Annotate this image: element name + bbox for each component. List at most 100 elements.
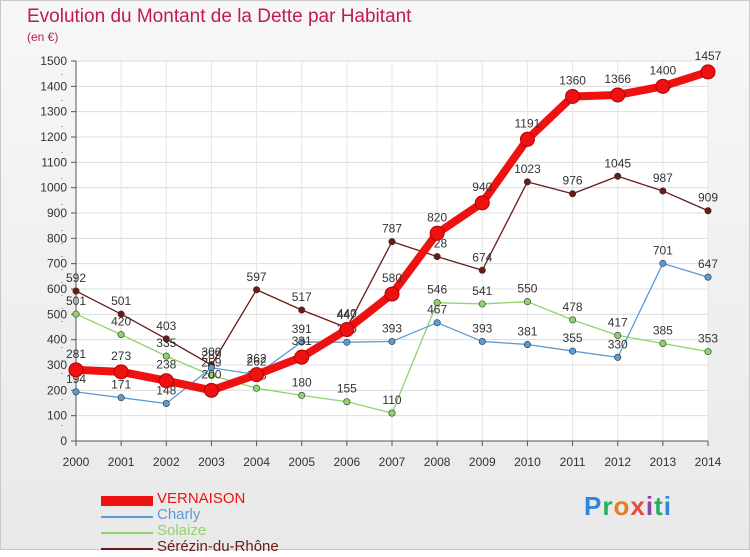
brand-letter: r (602, 491, 614, 521)
data-point (339, 322, 355, 338)
data-point (429, 225, 445, 241)
y-tick-label: 800 (47, 231, 67, 245)
data-label: 417 (608, 315, 628, 329)
data-label: 331 (292, 334, 312, 348)
legend-label: Sérézin-du-Rhône (157, 538, 279, 555)
data-point (72, 388, 80, 396)
brand-letter: P (584, 491, 603, 521)
data-label: 647 (698, 257, 718, 271)
data-label: 1360 (559, 73, 586, 87)
data-label: 238 (156, 358, 176, 372)
x-tick-label: 2014 (695, 455, 722, 469)
y-tick-label: 900 (47, 206, 67, 220)
data-label: 478 (563, 300, 583, 314)
data-point (388, 238, 396, 246)
data-point (343, 398, 351, 406)
data-label: 501 (66, 294, 86, 308)
data-point (478, 337, 486, 345)
data-point (523, 178, 531, 186)
x-tick-label: 2012 (604, 455, 631, 469)
legend-label: VERNAISON (157, 490, 246, 507)
data-label: 447 (337, 308, 357, 322)
data-point (655, 78, 671, 94)
y-tick-label: 600 (47, 282, 67, 296)
data-point (162, 400, 170, 408)
x-tick-label: 2011 (560, 455, 586, 469)
brand-letter: i (645, 491, 655, 521)
data-point (659, 187, 667, 195)
data-point (519, 131, 535, 147)
data-point (659, 339, 667, 347)
data-label: 393 (472, 321, 492, 335)
data-label: 148 (156, 384, 176, 398)
data-label: 550 (517, 282, 537, 296)
data-label: 335 (156, 336, 176, 350)
data-point (294, 349, 310, 365)
x-tick-label: 2006 (334, 455, 361, 469)
data-point (614, 353, 622, 361)
data-point (704, 207, 712, 215)
data-point (478, 266, 486, 274)
data-label: 381 (517, 324, 537, 338)
data-label: 1457 (695, 49, 722, 63)
data-label: 674 (472, 250, 492, 264)
data-label: 391 (292, 322, 312, 336)
x-tick-label: 2009 (469, 455, 496, 469)
data-label: 289 (201, 348, 221, 362)
data-point (388, 337, 396, 345)
series-vernaison: 281 273 238 200 262 331 440 580 820 940 1191 1360 13… (66, 49, 722, 398)
data-point (162, 335, 170, 343)
brand-logo: Proxiti (584, 491, 672, 522)
data-label: 330 (608, 337, 628, 351)
data-label: 262 (247, 355, 267, 369)
data-point (207, 371, 215, 379)
data-point (565, 88, 581, 104)
data-label: 909 (698, 191, 718, 205)
data-label: 787 (382, 222, 402, 236)
data-point (117, 394, 125, 402)
data-label: 1023 (514, 162, 541, 176)
data-point (523, 340, 531, 348)
chart-unit: (en €) (27, 30, 59, 44)
data-label: 300 (201, 345, 221, 359)
data-point (203, 382, 219, 398)
legend-swatch (101, 496, 153, 506)
data-point (298, 306, 306, 314)
data-label: 281 (66, 347, 86, 361)
data-point (298, 391, 306, 399)
data-label: 701 (653, 243, 673, 257)
series-solaize: 5014203352592081801551105465415504784173… (66, 282, 718, 417)
data-point (569, 190, 577, 198)
y-tick-label: 0 (60, 434, 67, 448)
y-tick-label: 400 (47, 333, 67, 347)
data-label: 592 (66, 271, 86, 285)
x-tick-label: 2010 (514, 455, 541, 469)
data-point (72, 310, 80, 318)
y-tick-label: 100 (47, 409, 67, 423)
legend-swatch (101, 548, 153, 550)
data-label: 353 (698, 332, 718, 346)
data-point (68, 362, 84, 378)
x-tick-label: 2005 (288, 455, 315, 469)
data-point (433, 299, 441, 307)
data-label: 259 (201, 355, 221, 369)
data-label: 1191 (515, 116, 541, 130)
data-point (478, 300, 486, 308)
data-point (343, 338, 351, 346)
data-label: 155 (337, 382, 357, 396)
data-label: 110 (382, 393, 401, 407)
x-tick-label: 2001 (108, 455, 135, 469)
data-label: 467 (427, 303, 447, 317)
y-tick-label: 1500 (40, 54, 67, 68)
data-label: 262 (247, 352, 267, 366)
y-tick-label: 200 (47, 383, 67, 397)
data-label: 580 (382, 271, 402, 285)
data-label: 440 (337, 307, 357, 321)
data-point (433, 253, 441, 261)
data-point (207, 364, 215, 372)
y-tick-label: 500 (47, 307, 67, 321)
data-point (704, 348, 712, 356)
data-point (610, 87, 626, 103)
data-label: 273 (111, 349, 131, 363)
data-label: 403 (156, 319, 176, 333)
